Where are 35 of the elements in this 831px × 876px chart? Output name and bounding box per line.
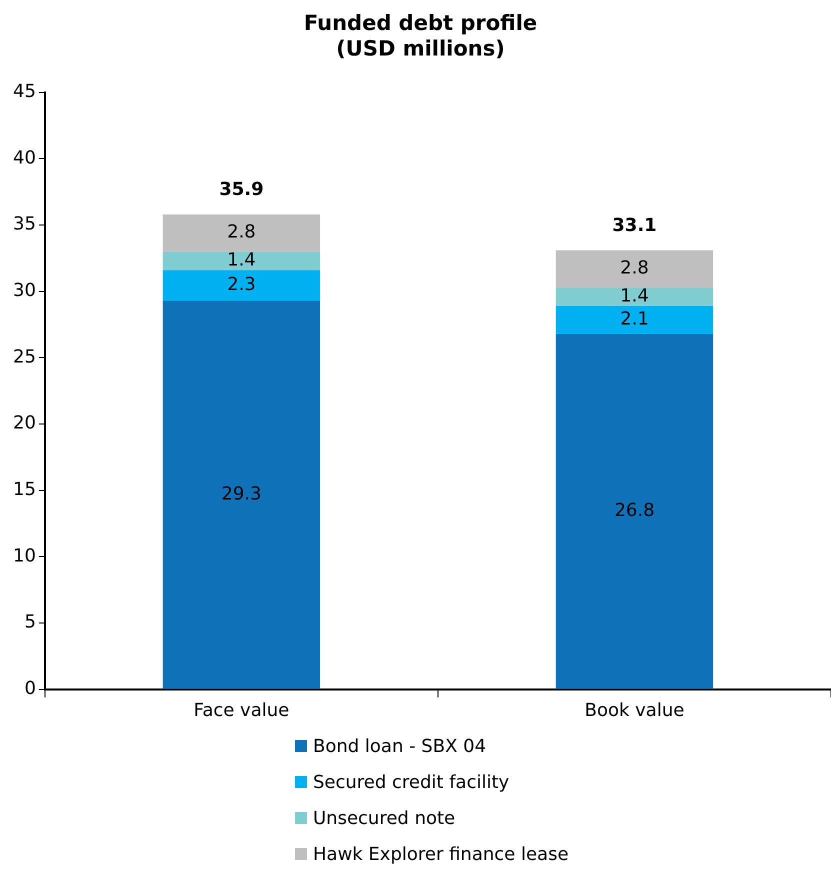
legend-label: Hawk Explorer finance lease <box>313 844 569 864</box>
data-label: 1.4 <box>227 250 256 271</box>
x-tick-label: Face value <box>194 700 290 721</box>
chart-title: Funded debt profile (USD millions) <box>304 11 538 60</box>
legend-label: Unsecured note <box>313 808 456 828</box>
y-tick-label: 25 <box>13 346 36 368</box>
y-tick-label: 45 <box>13 81 36 102</box>
y-tick-label: 20 <box>13 412 36 434</box>
y-tick-label: 35 <box>13 214 36 235</box>
data-label: 2.3 <box>227 274 256 296</box>
bar <box>556 250 714 288</box>
bar <box>162 252 320 270</box>
y-tick-label: 40 <box>13 147 36 168</box>
y-tick-label: 15 <box>13 479 36 500</box>
bar <box>162 300 320 689</box>
y-tick-label: 0 <box>24 678 36 700</box>
y-tick-label: 30 <box>13 280 36 302</box>
bar <box>556 287 714 306</box>
bar <box>556 334 714 689</box>
bar <box>162 214 320 252</box>
data-label: 2.8 <box>620 258 649 279</box>
data-label: 29.3 <box>221 483 262 504</box>
legend-label: Bond loan - SBX 04 <box>313 736 486 756</box>
data-label: 2.1 <box>620 308 649 330</box>
y-tick-label: 10 <box>13 545 36 566</box>
x-tick-label: Book value <box>584 700 684 721</box>
total-label: 33.1 <box>612 214 657 236</box>
y-tick-label: 5 <box>24 612 36 633</box>
data-label: 2.8 <box>227 222 256 243</box>
bar <box>556 306 714 334</box>
bar <box>162 270 320 301</box>
legend-label: Secured credit facility <box>313 772 510 792</box>
data-label: 26.8 <box>614 500 655 522</box>
data-label: 1.4 <box>620 285 649 306</box>
total-label: 35.9 <box>219 179 264 200</box>
